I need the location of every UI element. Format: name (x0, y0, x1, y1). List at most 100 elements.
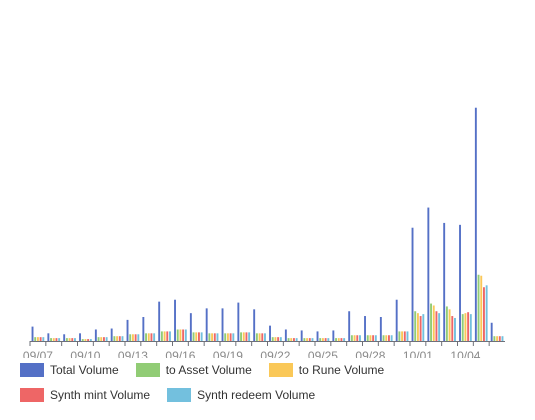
bar-synth-mint-volume-09-20[interactable] (245, 332, 248, 341)
bar-to-rune-volume-09-16[interactable] (179, 329, 182, 341)
bar-total-volume-09-30[interactable] (395, 299, 398, 341)
bar-to-rune-volume-09-23[interactable] (290, 338, 293, 341)
bar-to-asset-volume-09-11[interactable] (97, 337, 100, 341)
bar-to-rune-volume-09-26[interactable] (337, 338, 340, 341)
bar-synth-mint-volume-10-04[interactable] (467, 312, 470, 341)
bar-total-volume-09-10[interactable] (79, 333, 81, 341)
bar-to-asset-volume-09-28[interactable] (366, 335, 369, 341)
bar-total-volume-09-12[interactable] (110, 328, 113, 341)
bar-synth-mint-volume-09-27[interactable] (356, 335, 359, 341)
bar-to-rune-volume-09-20[interactable] (242, 332, 245, 341)
bar-to-asset-volume-09-08[interactable] (50, 338, 52, 341)
bar-to-asset-volume-09-24[interactable] (303, 338, 306, 341)
bar-synth-redeem-volume-09-10[interactable] (89, 339, 92, 341)
bar-synth-mint-volume-09-26[interactable] (340, 338, 343, 341)
bar-total-volume-09-27[interactable] (348, 311, 351, 341)
bar-synth-redeem-volume-09-11[interactable] (105, 337, 108, 341)
bar-synth-redeem-volume-09-24[interactable] (311, 338, 314, 341)
bar-synth-redeem-volume-09-12[interactable] (121, 336, 124, 341)
bar-synth-redeem-volume-09-07[interactable] (42, 337, 45, 341)
bar-total-volume-10-05[interactable] (474, 107, 477, 341)
bar-to-rune-volume-09-29[interactable] (385, 335, 388, 341)
bar-total-volume-09-26[interactable] (332, 330, 335, 341)
bar-total-volume-09-28[interactable] (364, 316, 366, 341)
bar-synth-redeem-volume-10-05[interactable] (485, 285, 488, 341)
bar-to-asset-volume-09-12[interactable] (113, 336, 116, 341)
bar-total-volume-09-15[interactable] (158, 301, 161, 341)
bar-synth-mint-volume-09-08[interactable] (55, 338, 58, 341)
bar-to-rune-volume-09-19[interactable] (226, 333, 229, 341)
bar-to-rune-volume-09-09[interactable] (68, 338, 71, 341)
bar-synth-mint-volume-09-16[interactable] (182, 329, 185, 341)
bar-total-volume-10-03[interactable] (443, 222, 446, 341)
bar-total-volume-09-07[interactable] (31, 326, 34, 341)
bar-to-asset-volume-09-21[interactable] (255, 333, 258, 341)
bar-total-volume-09-13[interactable] (126, 319, 129, 341)
bar-synth-redeem-volume-10-02[interactable] (438, 313, 441, 341)
bar-synth-redeem-volume-09-18[interactable] (216, 333, 219, 341)
bar-total-volume-09-09[interactable] (63, 334, 66, 341)
bar-to-asset-volume-09-29[interactable] (382, 335, 385, 341)
bar-synth-mint-volume-09-13[interactable] (134, 334, 137, 341)
bar-to-rune-volume-09-11[interactable] (100, 337, 103, 341)
bar-to-rune-volume-09-14[interactable] (147, 333, 150, 341)
bar-synth-mint-volume-09-21[interactable] (261, 333, 264, 341)
legend-item-to-rune-volume[interactable]: to Rune Volume (268, 362, 384, 378)
bar-synth-mint-volume-10-06[interactable] (498, 336, 501, 341)
legend-item-synth-redeem-volume[interactable]: Synth redeem Volume (167, 387, 315, 403)
bar-to-asset-volume-09-27[interactable] (350, 335, 353, 341)
bar-total-volume-09-24[interactable] (300, 330, 303, 341)
bar-to-rune-volume-09-21[interactable] (258, 333, 261, 341)
bar-to-rune-volume-09-17[interactable] (195, 332, 198, 341)
bar-synth-redeem-volume-09-26[interactable] (343, 338, 346, 341)
bar-to-rune-volume-09-08[interactable] (52, 338, 55, 341)
legend-item-to-asset-volume[interactable]: to Asset Volume (135, 362, 252, 378)
legend-item-total-volume[interactable]: Total Volume (20, 362, 119, 378)
bar-synth-redeem-volume-09-30[interactable] (406, 331, 409, 341)
legend-item-synth-mint-volume[interactable]: Synth mint Volume (20, 387, 150, 403)
bar-to-asset-volume-10-05[interactable] (477, 274, 480, 341)
bar-synth-mint-volume-09-14[interactable] (150, 333, 153, 341)
bar-to-asset-volume-09-26[interactable] (335, 338, 337, 341)
bar-synth-redeem-volume-09-14[interactable] (153, 333, 156, 341)
bar-synth-redeem-volume-09-15[interactable] (169, 331, 171, 341)
bar-synth-mint-volume-09-09[interactable] (71, 338, 74, 341)
bar-to-rune-volume-09-18[interactable] (211, 333, 214, 341)
bar-to-rune-volume-10-03[interactable] (448, 309, 451, 341)
bar-synth-mint-volume-09-17[interactable] (198, 332, 200, 341)
bar-to-asset-volume-09-16[interactable] (176, 329, 179, 341)
bar-synth-redeem-volume-09-08[interactable] (58, 338, 61, 341)
bar-synth-redeem-volume-09-22[interactable] (279, 337, 282, 341)
bar-to-asset-volume-09-10[interactable] (81, 339, 84, 341)
bar-synth-mint-volume-09-28[interactable] (372, 335, 375, 341)
bar-synth-mint-volume-09-29[interactable] (388, 335, 390, 341)
bar-synth-redeem-volume-10-04[interactable] (469, 314, 472, 341)
bar-to-rune-volume-09-25[interactable] (321, 338, 324, 341)
bar-to-asset-volume-09-22[interactable] (271, 337, 274, 341)
bar-total-volume-09-21[interactable] (253, 309, 256, 341)
bar-to-asset-volume-09-25[interactable] (319, 338, 322, 341)
bar-total-volume-09-20[interactable] (237, 302, 240, 341)
bar-to-asset-volume-09-20[interactable] (240, 332, 242, 341)
bar-to-rune-volume-09-28[interactable] (369, 335, 372, 341)
bar-to-asset-volume-09-15[interactable] (160, 331, 163, 341)
bar-total-volume-09-25[interactable] (316, 331, 319, 341)
bar-to-rune-volume-10-04[interactable] (464, 313, 467, 341)
bar-total-volume-09-16[interactable] (174, 299, 176, 341)
bar-total-volume-10-04[interactable] (459, 224, 461, 341)
bar-to-rune-volume-09-27[interactable] (353, 335, 356, 341)
bar-to-asset-volume-10-03[interactable] (445, 306, 448, 341)
bar-to-rune-volume-10-06[interactable] (496, 336, 499, 341)
bar-total-volume-09-29[interactable] (379, 317, 382, 341)
bar-synth-mint-volume-10-02[interactable] (435, 311, 438, 341)
bar-synth-mint-volume-09-10[interactable] (87, 339, 90, 341)
bar-synth-redeem-volume-09-23[interactable] (295, 338, 298, 341)
bar-to-rune-volume-09-13[interactable] (131, 334, 134, 341)
bar-synth-mint-volume-09-12[interactable] (118, 336, 121, 341)
bar-synth-mint-volume-09-24[interactable] (308, 338, 311, 341)
bar-synth-redeem-volume-09-20[interactable] (248, 332, 251, 341)
bar-synth-redeem-volume-09-25[interactable] (327, 338, 330, 341)
bar-synth-mint-volume-10-05[interactable] (483, 287, 485, 341)
bar-to-rune-volume-09-15[interactable] (163, 331, 166, 341)
bar-synth-redeem-volume-10-06[interactable] (501, 336, 504, 341)
